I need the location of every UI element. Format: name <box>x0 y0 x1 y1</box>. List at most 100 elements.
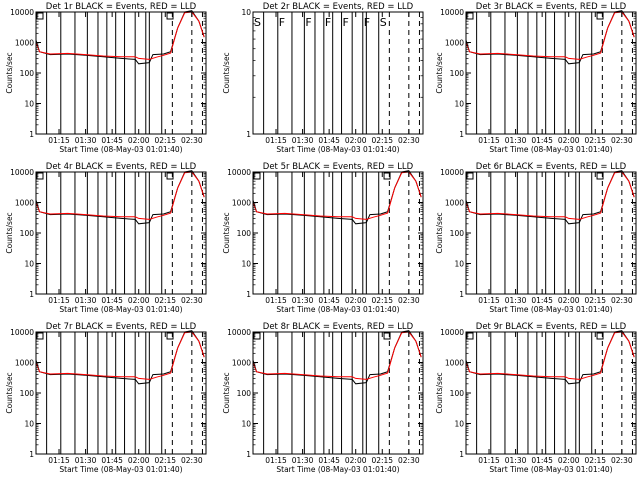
y-tick-label: 10 <box>454 260 464 269</box>
corner-marker <box>596 172 604 180</box>
y-tick-label: 100 <box>237 229 252 238</box>
y-tick-label: 10000 <box>440 8 464 17</box>
y-tick-label: 10 <box>454 420 464 429</box>
y-tick-label: 1000 <box>445 359 464 368</box>
y-tick-label: 10 <box>241 8 251 17</box>
x-tick-label: 02:30 <box>611 296 633 305</box>
x-tick-label: 02:30 <box>398 296 420 305</box>
x-tick-label: 02:30 <box>181 456 203 465</box>
x-tick-label: 01:30 <box>505 456 527 465</box>
y-tick-label: 10000 <box>227 168 251 177</box>
y-tick-label: 1000 <box>15 199 34 208</box>
x-axis-label: Start Time (08-May-03 01:01:40) <box>489 305 612 314</box>
chart-title: Det 2r BLACK = Events, RED = LLD <box>263 2 414 12</box>
corner-marker <box>383 172 391 180</box>
x-axis-label: Start Time (08-May-03 01:01:40) <box>489 465 612 474</box>
x-tick-label: 02:00 <box>558 136 580 145</box>
y-tick-label: 10 <box>24 420 34 429</box>
chart-title: Det 4r BLACK = Events, RED = LLD <box>46 162 197 172</box>
x-tick-label: 01:15 <box>265 136 287 145</box>
x-tick-label: 01:15 <box>478 136 500 145</box>
x-tick-label: 02:30 <box>611 136 633 145</box>
series-line <box>252 331 422 380</box>
x-tick-label: 02:00 <box>345 136 367 145</box>
chart-title: Det 6r BLACK = Events, RED = LLD <box>476 162 627 172</box>
x-tick-label: 01:30 <box>75 456 97 465</box>
x-tick-label: 02:15 <box>154 456 176 465</box>
y-axis-label: Counts/sec <box>222 212 231 253</box>
corner-marker <box>36 332 44 340</box>
corner-marker <box>466 172 474 180</box>
series-line <box>35 331 205 380</box>
x-tick-label: 01:30 <box>292 456 314 465</box>
chart-title: Det 7r BLACK = Events, RED = LLD <box>46 322 197 332</box>
x-tick-label: 01:45 <box>531 296 553 305</box>
chart-title: Det 3r BLACK = Events, RED = LLD <box>476 2 627 12</box>
y-tick-label: 1 <box>459 290 464 299</box>
plot-frame <box>35 331 207 455</box>
corner-marker <box>36 12 44 20</box>
x-tick-label: 02:15 <box>584 136 606 145</box>
corner-marker <box>166 172 174 180</box>
x-tick-label: 02:00 <box>128 136 150 145</box>
x-tick-label: 01:30 <box>292 296 314 305</box>
phase-label: F <box>343 16 349 29</box>
y-tick-label: 10000 <box>10 328 34 337</box>
plot-frame <box>252 11 424 135</box>
chart-panel: Det 7r BLACK = Events, RED = LLD 1 10 100 10… <box>5 322 207 474</box>
y-tick-label: 100 <box>450 389 465 398</box>
y-axis-label: Counts/sec <box>435 212 444 253</box>
y-tick-label: 100 <box>20 389 35 398</box>
y-tick-label: 10 <box>241 420 251 429</box>
corner-marker <box>36 172 44 180</box>
x-tick-label: 01:15 <box>265 296 287 305</box>
series-line <box>35 11 205 60</box>
x-tick-label: 02:00 <box>558 296 580 305</box>
y-tick-label: 1 <box>29 450 34 459</box>
x-tick-label: 02:00 <box>128 456 150 465</box>
x-tick-label: 02:15 <box>371 456 393 465</box>
y-tick-label: 1 <box>29 290 34 299</box>
x-tick-label: 02:30 <box>181 136 203 145</box>
y-tick-label: 1 <box>246 290 251 299</box>
plot-frame <box>465 171 637 295</box>
y-axis-label: Counts/sec <box>222 52 231 93</box>
x-tick-label: 02:15 <box>154 136 176 145</box>
series-line <box>465 11 635 60</box>
y-tick-label: 1000 <box>445 199 464 208</box>
x-tick-label: 01:15 <box>48 296 70 305</box>
x-tick-label: 01:15 <box>48 136 70 145</box>
y-tick-label: 1 <box>246 130 251 139</box>
y-tick-label: 10000 <box>440 168 464 177</box>
series-line <box>35 171 205 220</box>
chart-panel: Det 3r BLACK = Events, RED = LLD 1 10 100 10… <box>435 2 637 154</box>
x-axis-label: Start Time (08-May-03 01:01:40) <box>276 465 399 474</box>
y-tick-label: 10 <box>454 100 464 109</box>
y-tick-label: 1 <box>246 450 251 459</box>
corner-marker <box>466 12 474 20</box>
x-axis-label: Start Time (08-May-03 01:01:40) <box>59 305 182 314</box>
x-axis-label: Start Time (08-May-03 01:01:40) <box>276 305 399 314</box>
x-tick-label: 02:15 <box>371 136 393 145</box>
x-tick-label: 02:15 <box>154 296 176 305</box>
y-tick-label: 100 <box>450 69 465 78</box>
y-tick-label: 10 <box>24 100 34 109</box>
corner-marker <box>383 332 391 340</box>
x-tick-label: 02:15 <box>584 296 606 305</box>
x-axis-label: Start Time (08-May-03 01:01:40) <box>276 145 399 154</box>
x-tick-label: 01:45 <box>101 456 123 465</box>
x-tick-label: 02:00 <box>345 296 367 305</box>
plot-frame <box>252 331 424 455</box>
corner-marker <box>253 332 261 340</box>
x-axis-label: Start Time (08-May-03 01:01:40) <box>59 465 182 474</box>
y-tick-label: 1000 <box>15 359 34 368</box>
x-tick-label: 01:45 <box>101 136 123 145</box>
phase-label: F <box>364 16 370 29</box>
chart-panel: Det 8r BLACK = Events, RED = LLD 1 10 100 10… <box>222 322 424 474</box>
series-line <box>252 171 422 220</box>
x-tick-label: 01:30 <box>292 136 314 145</box>
y-axis-label: Counts/sec <box>5 372 14 413</box>
chart-panel: Det 1r BLACK = Events, RED = LLD 1 10 100 10… <box>5 2 207 154</box>
y-tick-label: 10 <box>241 260 251 269</box>
